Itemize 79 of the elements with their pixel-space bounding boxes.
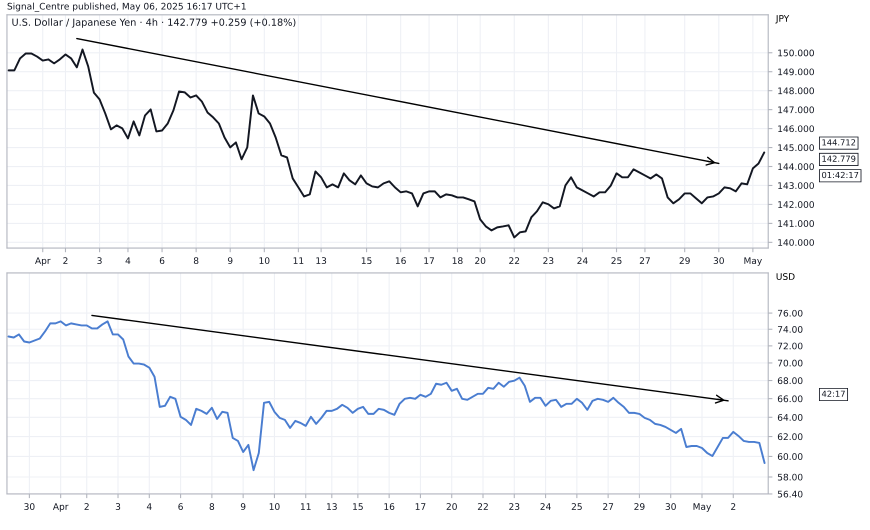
y-tick-label: 64.00 <box>778 414 802 421</box>
x-tick-label: 13 <box>327 503 337 510</box>
chart-subtitle: Signal_Centre published, May 06, 2025 16:17 UTC+1 <box>8 2 246 12</box>
y-axis-title: USD <box>776 273 795 280</box>
x-tick-label: 6 <box>178 503 183 510</box>
x-tick-label: 2 <box>63 257 68 264</box>
x-tick-label: 25 <box>611 257 622 264</box>
text: 01:42:17 <box>822 172 858 178</box>
y-tick-label: 66.00 <box>778 395 802 402</box>
x-tick-label: Apr <box>35 257 51 266</box>
x-tick-label: 18 <box>452 257 463 264</box>
x-tick-label: 16 <box>384 503 394 510</box>
y-tick-label: 58.00 <box>778 474 802 481</box>
x-tick-label: May <box>694 503 712 512</box>
chart-title: U.S. Dollar / Japanese Yen · 4h · 142.779 +0.259 (+0.18%) <box>12 18 296 28</box>
y-tick-label: 76.00 <box>778 310 802 317</box>
x-tick-label: 23 <box>509 503 520 510</box>
y-tick-label: 147.000 <box>778 106 814 114</box>
x-tick-label: 3 <box>116 503 120 510</box>
y-tick-label: 145.000 <box>778 144 814 152</box>
x-tick-label: 8 <box>210 503 214 510</box>
x-tick-label: 25 <box>572 503 582 510</box>
x-tick-label: 15 <box>353 503 363 510</box>
x-tick-label: 9 <box>240 503 246 510</box>
y-tick-label: 149.000 <box>778 68 814 76</box>
x-tick-label: 4 <box>146 503 152 510</box>
y-tick-label: 62.00 <box>778 433 802 440</box>
y-axis-title: JPY <box>775 15 790 24</box>
x-tick-label: 30 <box>24 503 35 510</box>
line-series <box>8 320 766 472</box>
x-tick-label: 15 <box>362 257 372 264</box>
line-series <box>8 48 766 238</box>
y-tick-label: 150.000 <box>778 49 814 56</box>
y-tick-label: 146.000 <box>778 125 814 132</box>
x-tick-label: 10 <box>260 257 270 264</box>
y-tick-label: 74.00 <box>778 326 802 333</box>
x-tick-label: 20 <box>446 503 457 510</box>
text: 142.779 <box>822 156 856 162</box>
x-tick-label: 22 <box>509 257 520 264</box>
x-tick-label: 27 <box>603 503 614 510</box>
x-tick-label: 24 <box>540 503 551 510</box>
x-tick-label: 17 <box>424 257 434 264</box>
text: 144.712 <box>822 139 856 146</box>
x-tick-label: 29 <box>680 257 690 264</box>
x-tick-label: 17 <box>416 503 426 510</box>
y-tick-label: 140.000 <box>778 239 814 246</box>
x-tick-label: Apr <box>52 503 68 512</box>
x-tick-label: 30 <box>666 503 676 510</box>
x-tick-label: 10 <box>270 503 280 510</box>
x-tick-label: May <box>744 257 762 266</box>
x-tick-label: 11 <box>294 257 304 264</box>
x-tick-label: 30 <box>714 257 724 264</box>
y-tick-label: 70.00 <box>778 360 802 367</box>
x-tick-label: 29 <box>634 503 645 510</box>
y-tick-label: 60.00 <box>778 453 802 460</box>
x-tick-label: 9 <box>228 257 232 264</box>
y-tick-label: 144.000 <box>778 163 814 170</box>
x-tick-label: 23 <box>543 257 554 264</box>
x-tick-label: 22 <box>478 503 488 510</box>
x-tick-label: 6 <box>160 257 164 264</box>
x-tick-label: 20 <box>475 257 486 264</box>
y-tick-label: 143.000 <box>778 182 814 190</box>
x-tick-label: 8 <box>194 257 198 264</box>
x-tick-label: 13 <box>316 257 326 264</box>
y-tick-label: 56.40 <box>778 490 802 498</box>
x-tick-label: 2 <box>84 503 89 510</box>
x-tick-label: 16 <box>396 257 406 264</box>
x-tick-label: 24 <box>577 257 588 264</box>
x-tick-label: 4 <box>126 257 130 264</box>
y-tick-label: 72.00 <box>778 342 802 350</box>
y-tick-label: 68.00 <box>778 377 802 384</box>
x-tick-label: 2 <box>731 503 736 510</box>
text: 42:17 <box>822 390 845 397</box>
y-tick-label: 142.000 <box>778 201 814 208</box>
y-tick-label: 148.000 <box>778 87 814 94</box>
x-tick-label: 11 <box>300 503 311 510</box>
y-tick-label: 141.000 <box>778 220 814 227</box>
x-tick-label: 3 <box>97 257 102 264</box>
x-tick-label: 27 <box>640 257 650 264</box>
